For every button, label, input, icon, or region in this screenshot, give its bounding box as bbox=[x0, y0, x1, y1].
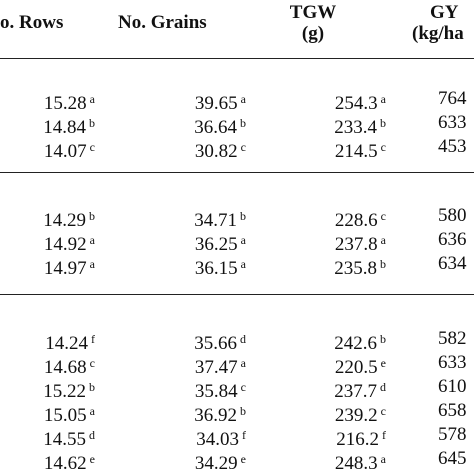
group-divider-1 bbox=[0, 172, 474, 173]
cell-rows: 15.05 a bbox=[43, 404, 95, 426]
cell-tgw: 220.5 e bbox=[334, 356, 386, 378]
header-no-grains: No. Grains bbox=[118, 12, 207, 33]
cell-tgw: 228.6 c bbox=[334, 209, 386, 231]
cell-tgw: 254.3 a bbox=[334, 92, 386, 114]
header-gy-unit: (kg/ha bbox=[412, 23, 464, 44]
cell-tgw: 235.8 b bbox=[334, 257, 386, 279]
cell-rows: 14.68 c bbox=[43, 356, 95, 378]
cell-gy: 580 bbox=[438, 205, 467, 226]
cell-grains: 36.92 b bbox=[194, 404, 246, 426]
cell-grains: 39.65 a bbox=[194, 92, 246, 114]
cell-gy: 764 bbox=[438, 88, 467, 109]
cell-grains: 34.29 e bbox=[194, 452, 246, 474]
cell-grains: 36.25 a bbox=[194, 233, 246, 255]
cell-gy: 645 bbox=[438, 448, 467, 469]
cell-gy: 610 bbox=[438, 376, 467, 397]
cell-grains: 34.03 f bbox=[196, 428, 246, 450]
group-divider-2 bbox=[0, 294, 474, 295]
cell-tgw: 233.4 b bbox=[334, 116, 386, 138]
cell-gy: 633 bbox=[438, 112, 467, 133]
cell-tgw: 237.7 d bbox=[334, 380, 386, 402]
cell-tgw: 237.8 a bbox=[334, 233, 386, 255]
header-no-rows: o. Rows bbox=[0, 12, 64, 33]
header-gy: GY (kg/ha bbox=[412, 2, 474, 44]
cell-gy: 582 bbox=[438, 328, 467, 349]
cell-rows: 14.07 c bbox=[43, 140, 95, 162]
cell-gy: 634 bbox=[438, 253, 467, 274]
header-tgw: TGW (g) bbox=[278, 2, 348, 44]
cell-gy: 578 bbox=[438, 424, 467, 445]
cell-rows: 14.24 f bbox=[45, 332, 95, 354]
cell-grains: 30.82 c bbox=[194, 140, 246, 162]
cell-grains: 36.15 a bbox=[194, 257, 246, 279]
cell-gy: 658 bbox=[438, 400, 467, 421]
cell-gy: 636 bbox=[438, 229, 467, 250]
cell-tgw: 248.3 a bbox=[334, 452, 386, 474]
cell-grains: 35.84 c bbox=[194, 380, 246, 402]
cell-rows: 14.97 a bbox=[43, 257, 95, 279]
header-tgw-name: TGW bbox=[289, 2, 337, 23]
cell-gy: 453 bbox=[438, 136, 467, 157]
cell-tgw: 239.2 c bbox=[334, 404, 386, 426]
cell-rows: 15.22 b bbox=[43, 380, 95, 402]
cell-tgw: 242.6 b bbox=[334, 332, 386, 354]
cell-rows: 15.28 a bbox=[43, 92, 95, 114]
cell-grains: 36.64 b bbox=[194, 116, 246, 138]
cell-grains: 34.71 b bbox=[194, 209, 246, 231]
cell-grains: 37.47 a bbox=[194, 356, 246, 378]
cell-tgw: 216.2 f bbox=[336, 428, 386, 450]
cell-rows: 14.62 e bbox=[43, 452, 95, 474]
header-tgw-unit: (g) bbox=[301, 23, 325, 44]
cell-tgw: 214.5 c bbox=[334, 140, 386, 162]
cell-rows: 14.84 b bbox=[43, 116, 95, 138]
header-gy-name: GY bbox=[430, 2, 459, 23]
cell-grains: 35.66 d bbox=[194, 332, 246, 354]
cell-gy: 633 bbox=[438, 352, 467, 373]
cell-rows: 14.55 d bbox=[43, 428, 95, 450]
cell-rows: 14.29 b bbox=[43, 209, 95, 231]
header-rule bbox=[0, 58, 474, 59]
cell-rows: 14.92 a bbox=[43, 233, 95, 255]
